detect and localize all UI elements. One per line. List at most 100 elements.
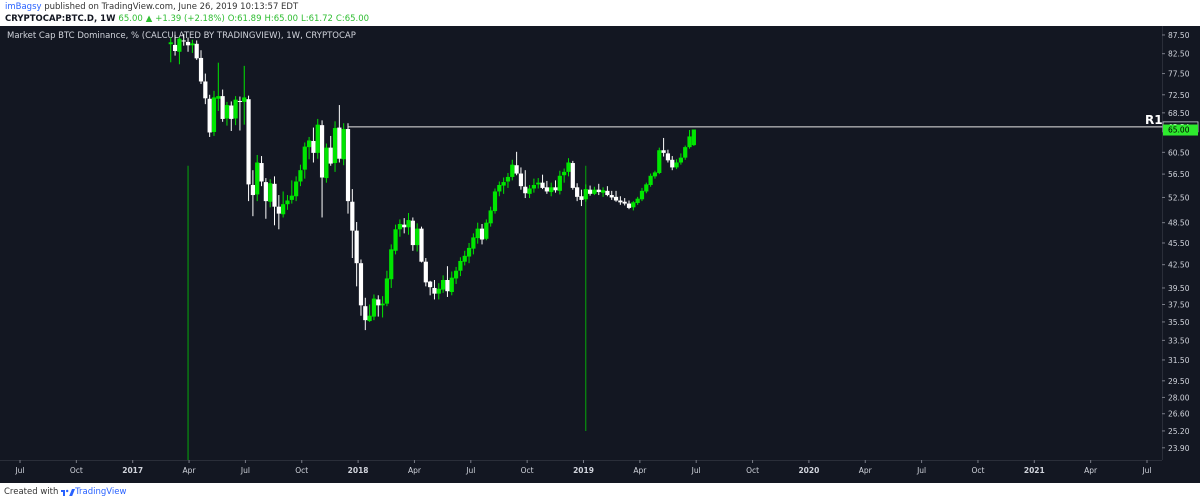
- low-value: L:61.72: [301, 14, 333, 24]
- tradingview-logo-icon: [61, 489, 76, 496]
- y-tick-label: 23.90: [1168, 444, 1190, 453]
- y-tick-label: 39.50: [1168, 284, 1190, 293]
- candle-body: [190, 43, 195, 46]
- candle-body: [536, 182, 541, 185]
- candle-body: [579, 196, 584, 200]
- x-tick-label: Jul: [1141, 466, 1151, 475]
- candle-body: [523, 186, 528, 194]
- candle-body: [557, 175, 562, 191]
- candle-body: [259, 163, 264, 182]
- x-tick-label: Jul: [14, 466, 24, 475]
- candle-body: [505, 176, 511, 182]
- candle-body: [207, 98, 212, 133]
- x-tick-label: 2017: [122, 466, 143, 475]
- candle-body: [596, 189, 601, 193]
- candle-body: [605, 190, 610, 196]
- candle-body: [510, 164, 515, 177]
- candle-body: [592, 189, 597, 194]
- y-tick-label: 37.50: [1168, 300, 1190, 309]
- candle-body: [216, 96, 221, 99]
- candle-body: [527, 188, 532, 194]
- candle-body: [683, 147, 688, 158]
- candle-body: [306, 140, 312, 148]
- x-tick-label: Apr: [1084, 466, 1098, 475]
- candle-body: [518, 173, 524, 187]
- candle-body: [376, 299, 381, 306]
- x-tick-label: Oct: [971, 466, 984, 475]
- last-price-badge-text: 65.00: [1168, 126, 1190, 135]
- username-link[interactable]: imBagsy: [5, 2, 42, 12]
- x-tick-label: Jul: [240, 466, 250, 475]
- candle-body: [648, 175, 653, 185]
- candle-body: [635, 198, 640, 203]
- candle-body: [185, 41, 191, 46]
- candle-body: [492, 191, 498, 212]
- candle-body: [393, 229, 398, 251]
- candle-body: [588, 189, 593, 194]
- candle-body: [600, 190, 606, 193]
- candle-body: [540, 182, 545, 188]
- x-tick-label: Jul: [465, 466, 475, 475]
- candle-body: [553, 187, 558, 191]
- y-tick-label: 82.50: [1168, 50, 1190, 59]
- y-tick-label: 29.50: [1168, 377, 1190, 386]
- last-price-text: 65.00: [118, 14, 143, 24]
- candle-body: [354, 230, 359, 264]
- candle-body: [272, 183, 277, 207]
- y-tick-label: 26.60: [1168, 410, 1190, 419]
- created-with-text: Created with: [4, 487, 59, 497]
- candle-body: [549, 187, 554, 193]
- footer: Created with TradingView: [0, 483, 1200, 502]
- candle-body: [471, 237, 476, 249]
- created-with-line: Created with TradingView: [4, 487, 126, 497]
- candle-body: [497, 184, 502, 192]
- x-tick-label: Oct: [295, 466, 308, 475]
- candle-body: [281, 204, 286, 215]
- candle-body: [432, 287, 437, 294]
- x-tick-label: 2020: [798, 466, 819, 475]
- candle-body: [445, 280, 450, 292]
- candle-body: [345, 129, 351, 202]
- y-tick-label: 56.50: [1168, 170, 1190, 179]
- candle-body: [531, 184, 537, 189]
- candle-body: [652, 172, 658, 177]
- x-tick-label: Jul: [916, 466, 926, 475]
- candle-body: [661, 150, 666, 153]
- candle-body: [263, 182, 268, 202]
- x-tick-label: Oct: [70, 466, 83, 475]
- candle-body: [618, 200, 623, 203]
- candle-body: [358, 263, 364, 306]
- candle-body: [328, 147, 333, 164]
- candle-body: [315, 124, 320, 153]
- candle-body: [436, 288, 441, 294]
- candle-body: [246, 99, 251, 185]
- candle-body: [181, 40, 186, 42]
- candle-body: [453, 270, 459, 279]
- candle-body: [475, 228, 480, 239]
- candle-body: [276, 206, 281, 214]
- candle-body: [177, 38, 182, 52]
- candle-body: [237, 100, 243, 102]
- candle-body: [484, 222, 489, 239]
- candle-body: [562, 171, 567, 176]
- candle-body: [613, 196, 619, 201]
- candle-body: [289, 195, 294, 200]
- tradingview-brand[interactable]: TradingView: [75, 487, 127, 497]
- candlestick-chart[interactable]: Market Cap BTC Dominance, % (CALCULATED …: [0, 26, 1200, 483]
- y-tick-label: 25.20: [1168, 427, 1190, 436]
- y-tick-label: 28.00: [1168, 393, 1190, 402]
- candle-body: [211, 97, 217, 132]
- x-tick-label: Apr: [859, 466, 873, 475]
- candle-body: [458, 260, 463, 271]
- y-tick-label: 68.50: [1168, 109, 1190, 118]
- high-value: H:65.00: [264, 14, 299, 24]
- candle-body: [337, 127, 342, 159]
- chart-area[interactable]: Market Cap BTC Dominance, % (CALCULATED …: [0, 26, 1200, 483]
- candle-body: [544, 187, 549, 192]
- symbol-name: CRYPTOCAP:BTC.D, 1W: [5, 14, 116, 24]
- candle-body: [384, 278, 390, 304]
- candle-body: [242, 97, 247, 102]
- candle-body: [406, 220, 411, 228]
- candle-body: [575, 187, 580, 197]
- candle-body: [268, 183, 273, 202]
